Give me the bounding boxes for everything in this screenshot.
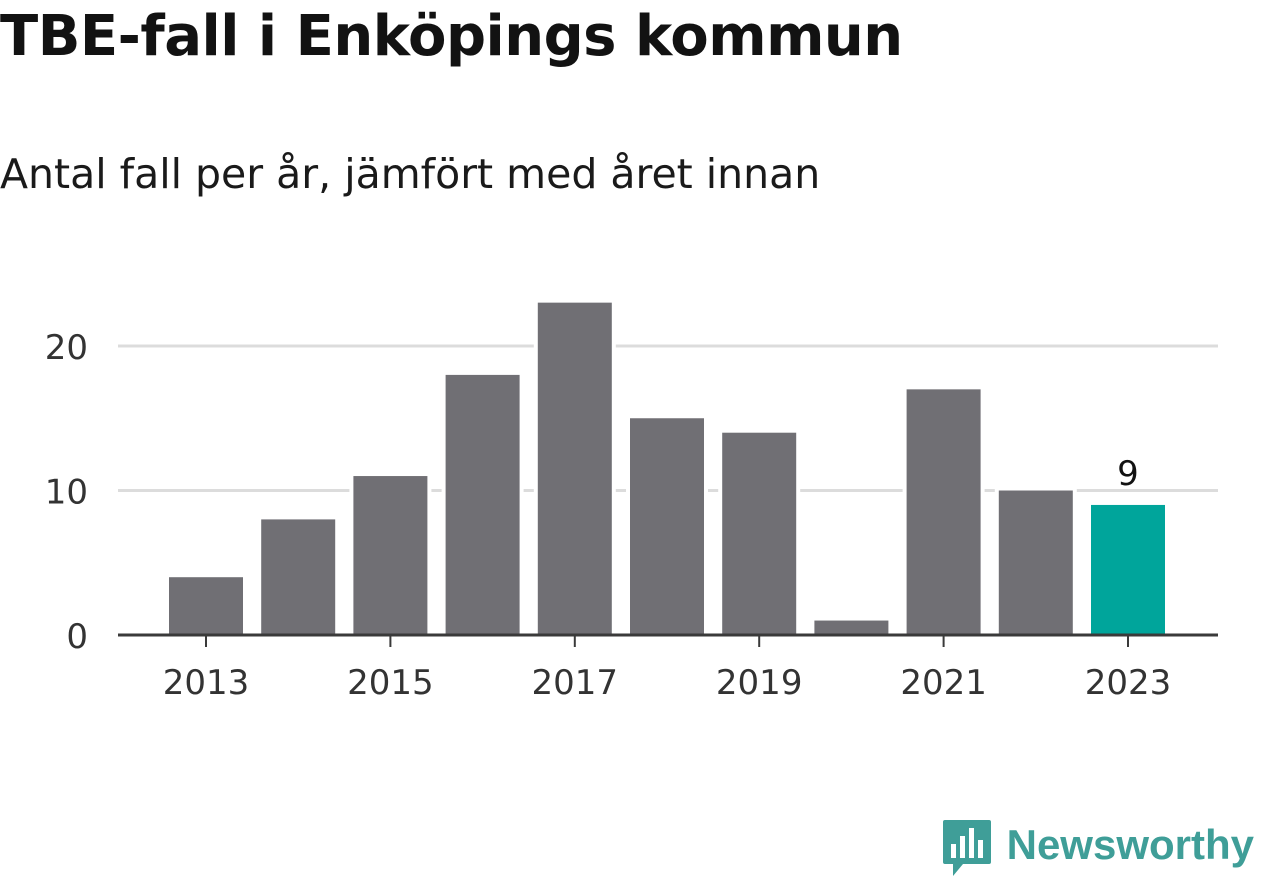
brand-name: Newsworthy [1006, 821, 1254, 868]
bar-2016 [445, 374, 520, 635]
bar-2019 [722, 432, 797, 635]
x-tick-label: 2017 [532, 663, 619, 703]
chart-title: TBE-fall i Enköpings kommun [0, 4, 903, 69]
chart-subtitle: Antal fall per år, jämfört med året inna… [0, 150, 821, 198]
newsworthy-logo: Newsworthy [941, 818, 1254, 878]
bar-2018 [630, 418, 704, 635]
bar-2015 [353, 476, 428, 635]
bar-2021 [906, 389, 981, 635]
y-tick-label: 20 [45, 328, 88, 368]
x-tick-label: 2021 [900, 663, 987, 703]
labels: 0 10 20 2013 2015 2017 2019 2021 2023 9 [45, 328, 1172, 703]
axes [118, 633, 1218, 647]
bar-2014 [261, 519, 336, 635]
x-tick-label: 2013 [163, 663, 250, 703]
bar-2020 [814, 620, 889, 635]
newsworthy-logo-icon [942, 820, 991, 876]
data-label: 9 [1117, 454, 1139, 494]
bar-2017 [537, 302, 612, 635]
x-tick-label: 2015 [347, 663, 434, 703]
bar-2013 [169, 577, 243, 635]
y-tick-label: 10 [45, 473, 88, 513]
bar-2023 [1091, 504, 1165, 635]
bar-2022 [998, 490, 1073, 635]
x-tick-label: 2019 [716, 663, 803, 703]
bars [165, 298, 1169, 635]
x-tick-label: 2023 [1085, 663, 1172, 703]
y-tick-label: 0 [66, 617, 88, 657]
